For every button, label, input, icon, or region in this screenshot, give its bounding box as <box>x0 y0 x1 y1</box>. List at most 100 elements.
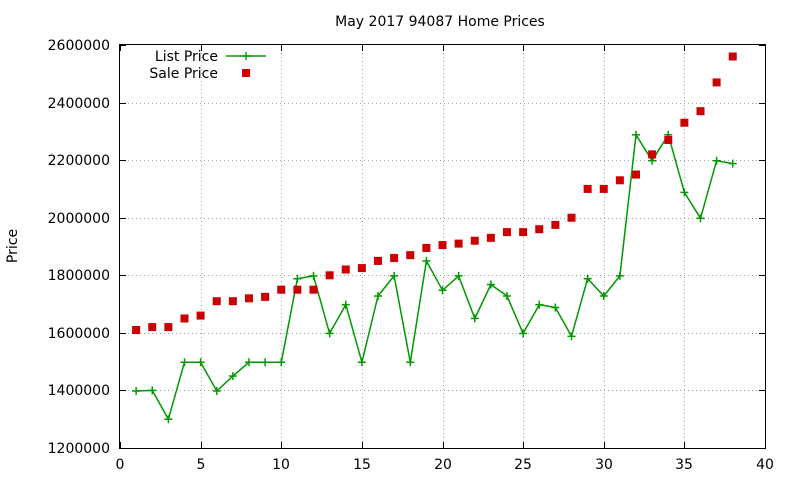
y-tick-label: 2600000 <box>48 38 110 54</box>
sale-price-point <box>406 251 415 260</box>
sale-price-point <box>664 135 673 144</box>
sale-price-point <box>615 176 624 185</box>
list-price-point <box>180 358 189 367</box>
list-price-point <box>599 292 608 301</box>
x-tick-label: 5 <box>197 457 206 473</box>
list-price-point <box>164 415 173 424</box>
sale-price-point <box>454 239 463 248</box>
list-price-point <box>325 329 334 338</box>
list-price-point <box>261 358 270 367</box>
x-tick-label: 0 <box>116 457 125 473</box>
list-price-point <box>277 358 286 367</box>
sale-price-point <box>390 254 399 263</box>
list-price-point <box>567 332 576 341</box>
plot-frame <box>119 44 766 449</box>
list-price-line <box>136 134 733 420</box>
list-price-point <box>374 292 382 301</box>
x-tick-label: 10 <box>272 457 290 473</box>
list-price-point <box>341 300 350 309</box>
sale-price-point <box>325 271 334 280</box>
x-tick-label: 30 <box>595 457 613 473</box>
y-tick-label: 1600000 <box>48 326 110 342</box>
sale-price-point <box>470 236 479 245</box>
sale-price-point <box>728 52 737 61</box>
legend-square-marker <box>242 69 250 77</box>
axes: 0 5 10 15 20 25 30 35 40 1200000 1400000 1600000 180… <box>48 38 774 473</box>
list-price-point <box>470 314 479 323</box>
list-price-point <box>422 256 431 265</box>
series-sale-price <box>132 52 737 334</box>
sale-price-point <box>374 256 382 265</box>
list-price-point <box>486 280 495 289</box>
y-tick-label: 2000000 <box>48 211 110 227</box>
sale-price-point <box>228 297 237 306</box>
sale-price-point <box>632 170 640 179</box>
legend-label: Sale Price <box>149 66 218 82</box>
list-price-point <box>390 271 399 280</box>
sale-price-point <box>212 297 221 306</box>
list-price-point <box>293 274 302 283</box>
sale-price-point <box>422 243 431 252</box>
list-price-point <box>503 292 511 301</box>
sale-price-point <box>180 314 189 323</box>
list-price-point <box>245 358 253 367</box>
list-price-point <box>357 358 366 367</box>
sale-price-point <box>438 241 447 250</box>
y-tick-label: 1400000 <box>48 383 110 399</box>
y-tick-label: 2400000 <box>48 96 110 112</box>
legend-label: List Price <box>155 49 218 65</box>
sale-price-point <box>680 118 689 127</box>
sale-price-point <box>535 225 544 234</box>
y-tick-label: 1200000 <box>48 441 110 457</box>
legend-plus-marker <box>242 52 250 60</box>
list-price-point <box>454 271 463 280</box>
sale-price-point <box>567 213 576 222</box>
sale-price-point <box>357 264 366 273</box>
list-price-point <box>696 214 705 223</box>
sale-price-point <box>164 323 173 332</box>
sale-price-point <box>486 233 495 242</box>
sale-price-point <box>196 311 205 320</box>
x-tick-label: 40 <box>756 457 774 473</box>
list-price-point <box>519 329 528 338</box>
sale-price-point <box>551 220 560 229</box>
sale-price-point <box>341 265 350 274</box>
list-price-point <box>712 156 721 165</box>
sale-price-point <box>309 285 318 294</box>
list-price-point <box>212 387 221 396</box>
list-price-point <box>406 358 415 367</box>
x-tick-label: 15 <box>353 457 371 473</box>
sale-price-point <box>277 285 286 294</box>
sale-price-point <box>503 228 511 237</box>
list-price-point <box>680 188 689 197</box>
list-price-point <box>309 271 318 280</box>
sale-price-point <box>712 78 721 87</box>
sale-price-point <box>293 285 302 294</box>
series-list-price <box>132 130 737 424</box>
sale-price-point <box>583 184 592 193</box>
list-price-point <box>132 387 141 396</box>
sale-price-point <box>148 323 157 332</box>
y-tick-label: 1800000 <box>48 268 110 284</box>
sale-price-point <box>245 294 253 303</box>
list-price-point <box>551 303 560 312</box>
sale-price-point <box>132 325 141 334</box>
list-price-point <box>228 372 237 381</box>
chart-title: May 2017 94087 Home Prices <box>335 14 545 30</box>
sale-price-point <box>599 184 608 193</box>
x-tick-label: 35 <box>675 457 693 473</box>
list-price-point <box>535 300 544 309</box>
sale-price-point <box>519 228 528 237</box>
sale-price-point <box>261 292 270 301</box>
series-layer <box>132 52 737 424</box>
list-price-point <box>632 130 640 139</box>
y-tick-label: 2200000 <box>48 153 110 169</box>
list-price-point <box>615 271 624 280</box>
x-tick-label: 25 <box>514 457 532 473</box>
sale-price-point <box>648 150 657 159</box>
list-price-point <box>148 386 157 395</box>
sale-price-point <box>696 107 705 116</box>
y-axis-label: Price <box>5 229 21 263</box>
